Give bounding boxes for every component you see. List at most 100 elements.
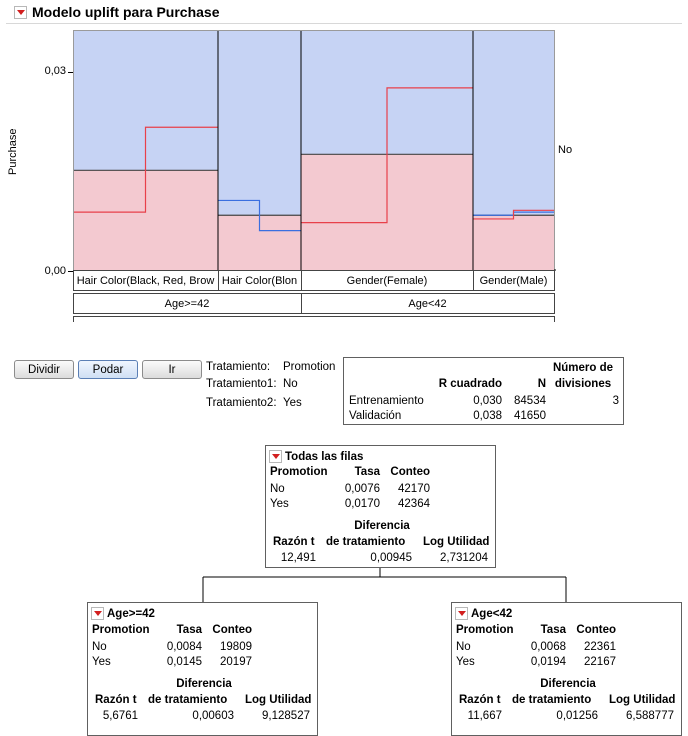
diff-header: Diferencia — [176, 678, 232, 690]
title-divider — [6, 23, 682, 24]
node-title: Age<42 — [471, 607, 513, 620]
group-label-cell — [301, 293, 555, 314]
node-age-ge-42[interactable]: Age>=42 Promotion Tasa Conteo No 0,0084 … — [87, 602, 318, 736]
report-title-bar: Modelo uplift para Purchase — [0, 0, 688, 24]
row-label: No — [92, 641, 107, 653]
red-triangle-menu-icon[interactable] — [14, 6, 27, 19]
count-value: 22361 — [584, 641, 616, 653]
node-age-lt-42[interactable]: Age<42 Promotion Tasa Conteo No 0,0068 2… — [451, 602, 682, 736]
rate-value: 0,0084 — [166, 641, 202, 653]
group-label: Age>=42 — [165, 298, 210, 310]
t-header: Razón t — [95, 694, 137, 706]
overall-label-cell — [73, 316, 555, 322]
y-tick-label: 0,00 — [44, 265, 66, 277]
treatment2-value: Yes — [283, 397, 302, 409]
row-label: Yes — [92, 656, 111, 668]
node-all-rows[interactable]: Todas las filas Promotion Tasa Conteo No… — [265, 445, 496, 568]
splits-header: divisiones — [554, 378, 612, 390]
node-menu-icon[interactable] — [91, 607, 104, 620]
node-menu-icon[interactable] — [455, 607, 468, 620]
row-label: Yes — [270, 498, 289, 510]
diff-header: de tratamiento — [326, 536, 406, 548]
log-header: Log Utilidad — [609, 694, 676, 706]
t-header: Razón t — [273, 536, 315, 548]
y-tick-label: 0,03 — [44, 65, 66, 77]
count-header: Conteo — [212, 624, 252, 636]
summary-table: Número de divisiones R cuadrado N Entren… — [343, 357, 624, 425]
rate-value: 0,0170 — [344, 498, 380, 510]
diff-value: 0,01256 — [556, 710, 598, 722]
row-label: Validación — [349, 410, 402, 422]
leaf-label-cell — [473, 270, 555, 291]
uplift-chart: Hair Color(Black, Red, Brow Hair Color(Bl… — [73, 30, 556, 322]
row-label: No — [456, 641, 471, 653]
treatment-yes-line — [473, 209, 554, 220]
treatment-value: Promotion — [283, 361, 336, 373]
legend-label-no: No — [558, 144, 573, 156]
treatment2-label: Tratamiento2: — [206, 397, 277, 409]
diff-header: de tratamiento — [512, 694, 592, 706]
log-header: Log Utilidad — [423, 536, 490, 548]
promotion-header: Promotion — [270, 466, 328, 478]
diff-value: 0,00603 — [192, 710, 234, 722]
rate-bar — [473, 215, 554, 270]
n-value: 84534 — [514, 395, 546, 407]
leaf-label: Hair Color(Black, Red, Brow — [77, 275, 215, 287]
log-value: 6,588777 — [626, 710, 674, 722]
row-label: Yes — [456, 656, 475, 668]
promotion-header: Promotion — [92, 624, 150, 636]
diff-header: Diferencia — [540, 678, 596, 690]
diff-header: Diferencia — [354, 520, 410, 532]
prune-button[interactable]: Podar — [78, 360, 138, 379]
count-header: Conteo — [390, 466, 430, 478]
row-label: No — [270, 483, 285, 495]
overall-label: Todas las filas — [278, 321, 348, 322]
count-value: 22167 — [584, 656, 616, 668]
log-value: 2,731204 — [440, 552, 488, 564]
count-value: 20197 — [220, 656, 252, 668]
treatment-no-line — [218, 199, 301, 232]
split-button[interactable]: Dividir — [14, 360, 74, 379]
count-value: 19809 — [220, 641, 252, 653]
row-label: Entrenamiento — [349, 395, 424, 407]
rsq-value: 0,030 — [473, 395, 502, 407]
treatment1-value: No — [283, 378, 298, 390]
rsq-value: 0,038 — [473, 410, 502, 422]
count-value: 42170 — [398, 483, 430, 495]
diff-value: 0,00945 — [370, 552, 412, 564]
rsq-header: R cuadrado — [438, 378, 502, 390]
rate-value: 0,0076 — [344, 483, 380, 495]
y-tick — [68, 271, 74, 272]
rate-value: 0,0068 — [530, 641, 566, 653]
tree-connectors — [202, 568, 567, 602]
go-button[interactable]: Ir — [142, 360, 202, 379]
y-tick — [68, 72, 74, 73]
leaf-label: Gender(Male) — [480, 275, 548, 287]
treatment-label: Tratamiento: — [206, 361, 271, 373]
t-header: Razón t — [459, 694, 501, 706]
report-title: Modelo uplift para Purchase — [32, 4, 220, 20]
treatment1-label: Tratamiento1: — [206, 378, 277, 390]
n-value: 41650 — [514, 410, 546, 422]
y-axis-label: Purchase — [7, 128, 19, 175]
log-header: Log Utilidad — [245, 694, 312, 706]
leaf-label: Gender(Female) — [347, 275, 428, 287]
count-header: Conteo — [576, 624, 616, 636]
treatment-yes-line — [301, 87, 473, 224]
rate-header: Tasa — [176, 624, 202, 636]
t-value: 5,6761 — [102, 710, 138, 722]
group-label: Age<42 — [408, 298, 446, 310]
t-value: 12,491 — [280, 552, 316, 564]
node-menu-icon[interactable] — [269, 450, 282, 463]
count-value: 42364 — [398, 498, 430, 510]
t-value: 11,667 — [467, 710, 502, 722]
treatment-yes-line — [73, 126, 218, 213]
node-title: Todas las filas — [285, 450, 364, 463]
splits-value: 3 — [612, 395, 619, 407]
diff-header: de tratamiento — [148, 694, 228, 706]
leaf-label: Hair Color(Blon — [222, 275, 297, 287]
rate-header: Tasa — [540, 624, 566, 636]
splits-header: Número de — [552, 362, 614, 374]
rate-value: 0,0145 — [166, 656, 202, 668]
log-value: 9,128527 — [262, 710, 310, 722]
